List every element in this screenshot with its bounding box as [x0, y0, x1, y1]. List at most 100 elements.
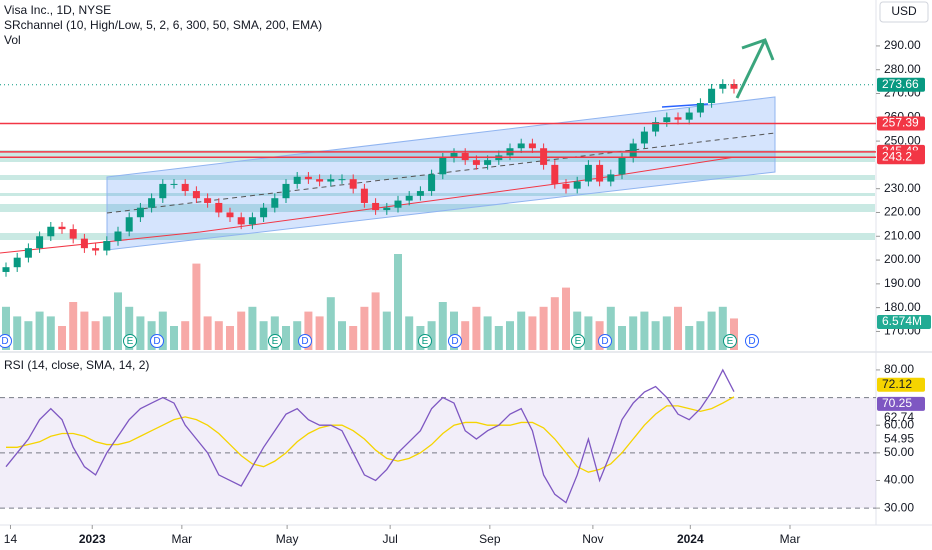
candle-body — [80, 238, 88, 249]
x-tick-label: Mar — [780, 532, 801, 546]
candle-body — [24, 248, 32, 258]
volume-bar — [662, 316, 671, 350]
candle-body — [607, 174, 615, 182]
currency[interactable]: USD — [891, 4, 917, 18]
support-zones — [0, 150, 875, 240]
volume-badge — [877, 315, 931, 329]
volume-bar — [270, 316, 279, 350]
volume-bar — [214, 321, 223, 350]
volume-bar — [349, 326, 358, 350]
volume-bar — [707, 311, 716, 350]
rsi-title: RSI (14, close, SMA, 14, 2) — [4, 358, 149, 372]
candle-body — [215, 202, 223, 213]
volume-bar — [371, 292, 380, 350]
candle-body — [204, 198, 212, 203]
volume-bar — [46, 316, 55, 350]
volume-badge-label: 6.574M — [882, 314, 922, 328]
volume-bar — [147, 321, 156, 350]
candle-body — [730, 83, 738, 89]
candle-body — [114, 231, 122, 242]
volume-bar — [450, 311, 458, 350]
volume-bar — [2, 306, 10, 350]
candle-body — [349, 179, 357, 189]
candle-body — [338, 179, 346, 181]
volume-bar — [304, 311, 313, 350]
volume-bar — [718, 306, 727, 350]
y-tick-label: 220.00 — [884, 205, 921, 219]
event-marker — [298, 334, 312, 348]
y-tick-label: 40.00 — [884, 473, 914, 487]
candle-body — [696, 103, 704, 113]
volume-bar — [170, 326, 178, 350]
volume-bar — [69, 302, 78, 350]
candle-body — [383, 207, 391, 211]
volume-bar — [618, 326, 626, 350]
candle-body — [484, 160, 492, 165]
volume-bar — [427, 321, 436, 350]
volume-bar — [114, 292, 122, 350]
band-label: 54.95 — [884, 431, 914, 445]
candle-body — [69, 229, 77, 239]
candle-body — [472, 160, 480, 165]
volume-bar — [685, 326, 694, 350]
candle-body — [125, 217, 133, 232]
candle-body — [618, 157, 626, 175]
candle-body — [293, 176, 301, 184]
event-label: E — [727, 336, 734, 347]
volume-bar — [226, 326, 234, 350]
volume-bar — [338, 321, 346, 350]
volume-bar — [13, 316, 22, 350]
volume-bar — [382, 311, 391, 350]
candle-body — [237, 217, 245, 225]
volume-bar — [237, 311, 246, 350]
candle-body — [304, 176, 312, 180]
volume-bar — [360, 306, 369, 350]
candle-body — [170, 183, 178, 185]
candle-body — [226, 212, 234, 218]
candle-body — [629, 143, 637, 158]
y-tick-label: 50.00 — [884, 445, 914, 459]
volume-bar — [181, 321, 190, 350]
volume-bar — [394, 254, 402, 350]
event-marker — [268, 334, 282, 348]
volume-bar — [674, 306, 682, 350]
event-label: D — [748, 336, 755, 347]
price-badge-label: 257.39 — [882, 116, 919, 130]
candle-body — [260, 207, 268, 218]
band-label: 62.74 — [884, 410, 914, 424]
candle-body — [439, 157, 447, 175]
rsi-badge-label: 72.12 — [882, 377, 912, 391]
candle-body — [2, 267, 10, 272]
volume-bar — [102, 316, 111, 350]
candle-body — [573, 181, 581, 189]
candle-body — [282, 183, 290, 199]
event-marker — [150, 334, 164, 348]
rsi-badge — [877, 377, 925, 392]
volume-bar — [24, 321, 33, 350]
volume-bar — [584, 316, 593, 350]
candle-body — [372, 202, 380, 211]
price-badge-label: 273.66 — [882, 77, 919, 91]
event-label: E — [575, 336, 582, 347]
candle-body — [148, 198, 156, 208]
rsi-badge — [877, 396, 925, 411]
volume-bar — [494, 326, 503, 350]
currency-button[interactable] — [879, 1, 929, 23]
volume-bar — [91, 321, 100, 350]
volume-bar — [629, 316, 638, 350]
volume-bar — [326, 297, 335, 350]
volume-bar — [293, 321, 302, 350]
price-badge — [877, 77, 925, 92]
candle-body — [47, 226, 55, 237]
target-arrowhead — [741, 38, 775, 61]
candle-body — [652, 122, 660, 132]
rsi-line — [5, 368, 735, 504]
y-tick-label: 210.00 — [884, 228, 921, 242]
event-label: D — [451, 336, 458, 347]
price-badge — [877, 116, 925, 131]
candle-body — [103, 241, 111, 251]
symbol-title: Visa Inc., 1D, NYSE — [4, 3, 111, 17]
price-pane — [2, 79, 738, 350]
volume-bar — [58, 326, 66, 350]
y-tick-label: 190.00 — [884, 276, 921, 290]
